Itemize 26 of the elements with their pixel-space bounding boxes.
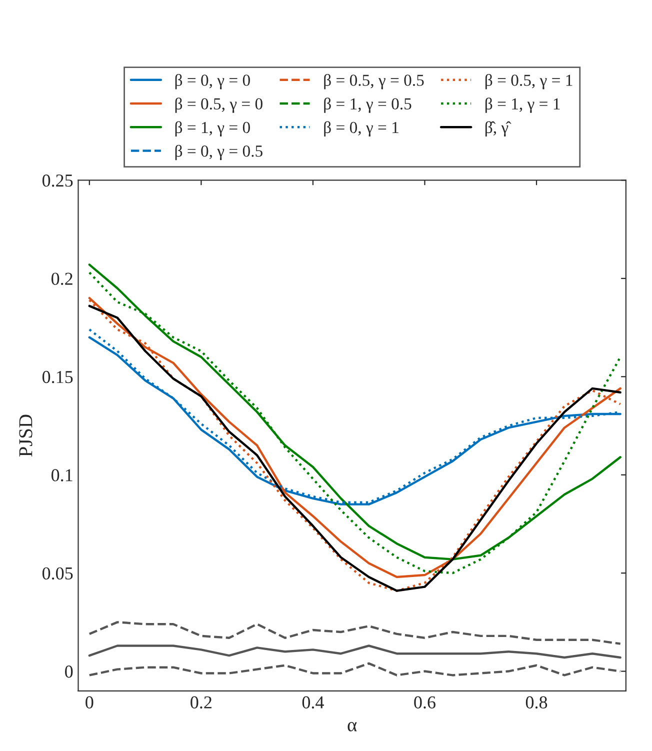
legend-label: β = 1, γ = 0 <box>175 121 250 137</box>
legend-label: β = 1, γ = 1 <box>485 98 560 113</box>
legend-label: β̂, γ̂ <box>485 121 512 137</box>
legend-label: β = 0, γ = 1 <box>324 121 398 137</box>
y-tick-label: 0.1 <box>52 469 72 482</box>
y-tick-label: 0 <box>65 666 73 678</box>
line-series <box>88 644 622 659</box>
y-tick-label: 0.15 <box>42 370 73 384</box>
legend-label: β = 0, γ = 0 <box>175 74 250 90</box>
line-series <box>88 662 622 676</box>
y-tick-label: 0.05 <box>42 567 73 580</box>
y-tick-label: 0.2 <box>52 272 72 285</box>
x-tick-label: 0.2 <box>190 696 212 709</box>
y-axis-title: PJSD <box>19 414 32 457</box>
x-tick-label: 0.6 <box>414 696 436 709</box>
x-tick-label: 0.8 <box>526 696 548 709</box>
x-axis-title: α <box>348 722 357 732</box>
legend-label: β = 1, γ = 0.5 <box>324 98 412 113</box>
legend-label: β = 0, γ = 0.5 <box>175 144 262 160</box>
legend-label: β = 0.5, γ = 0.5 <box>324 74 424 90</box>
legend-label: β = 0.5, γ = 0 <box>175 98 262 113</box>
legend-label: β = 0.5, γ = 1 <box>485 74 572 90</box>
line-series <box>88 621 622 645</box>
y-tick-label: 0.25 <box>42 174 73 187</box>
x-tick-label: 0.4 <box>302 696 324 709</box>
x-tick-label: 0 <box>86 696 94 708</box>
